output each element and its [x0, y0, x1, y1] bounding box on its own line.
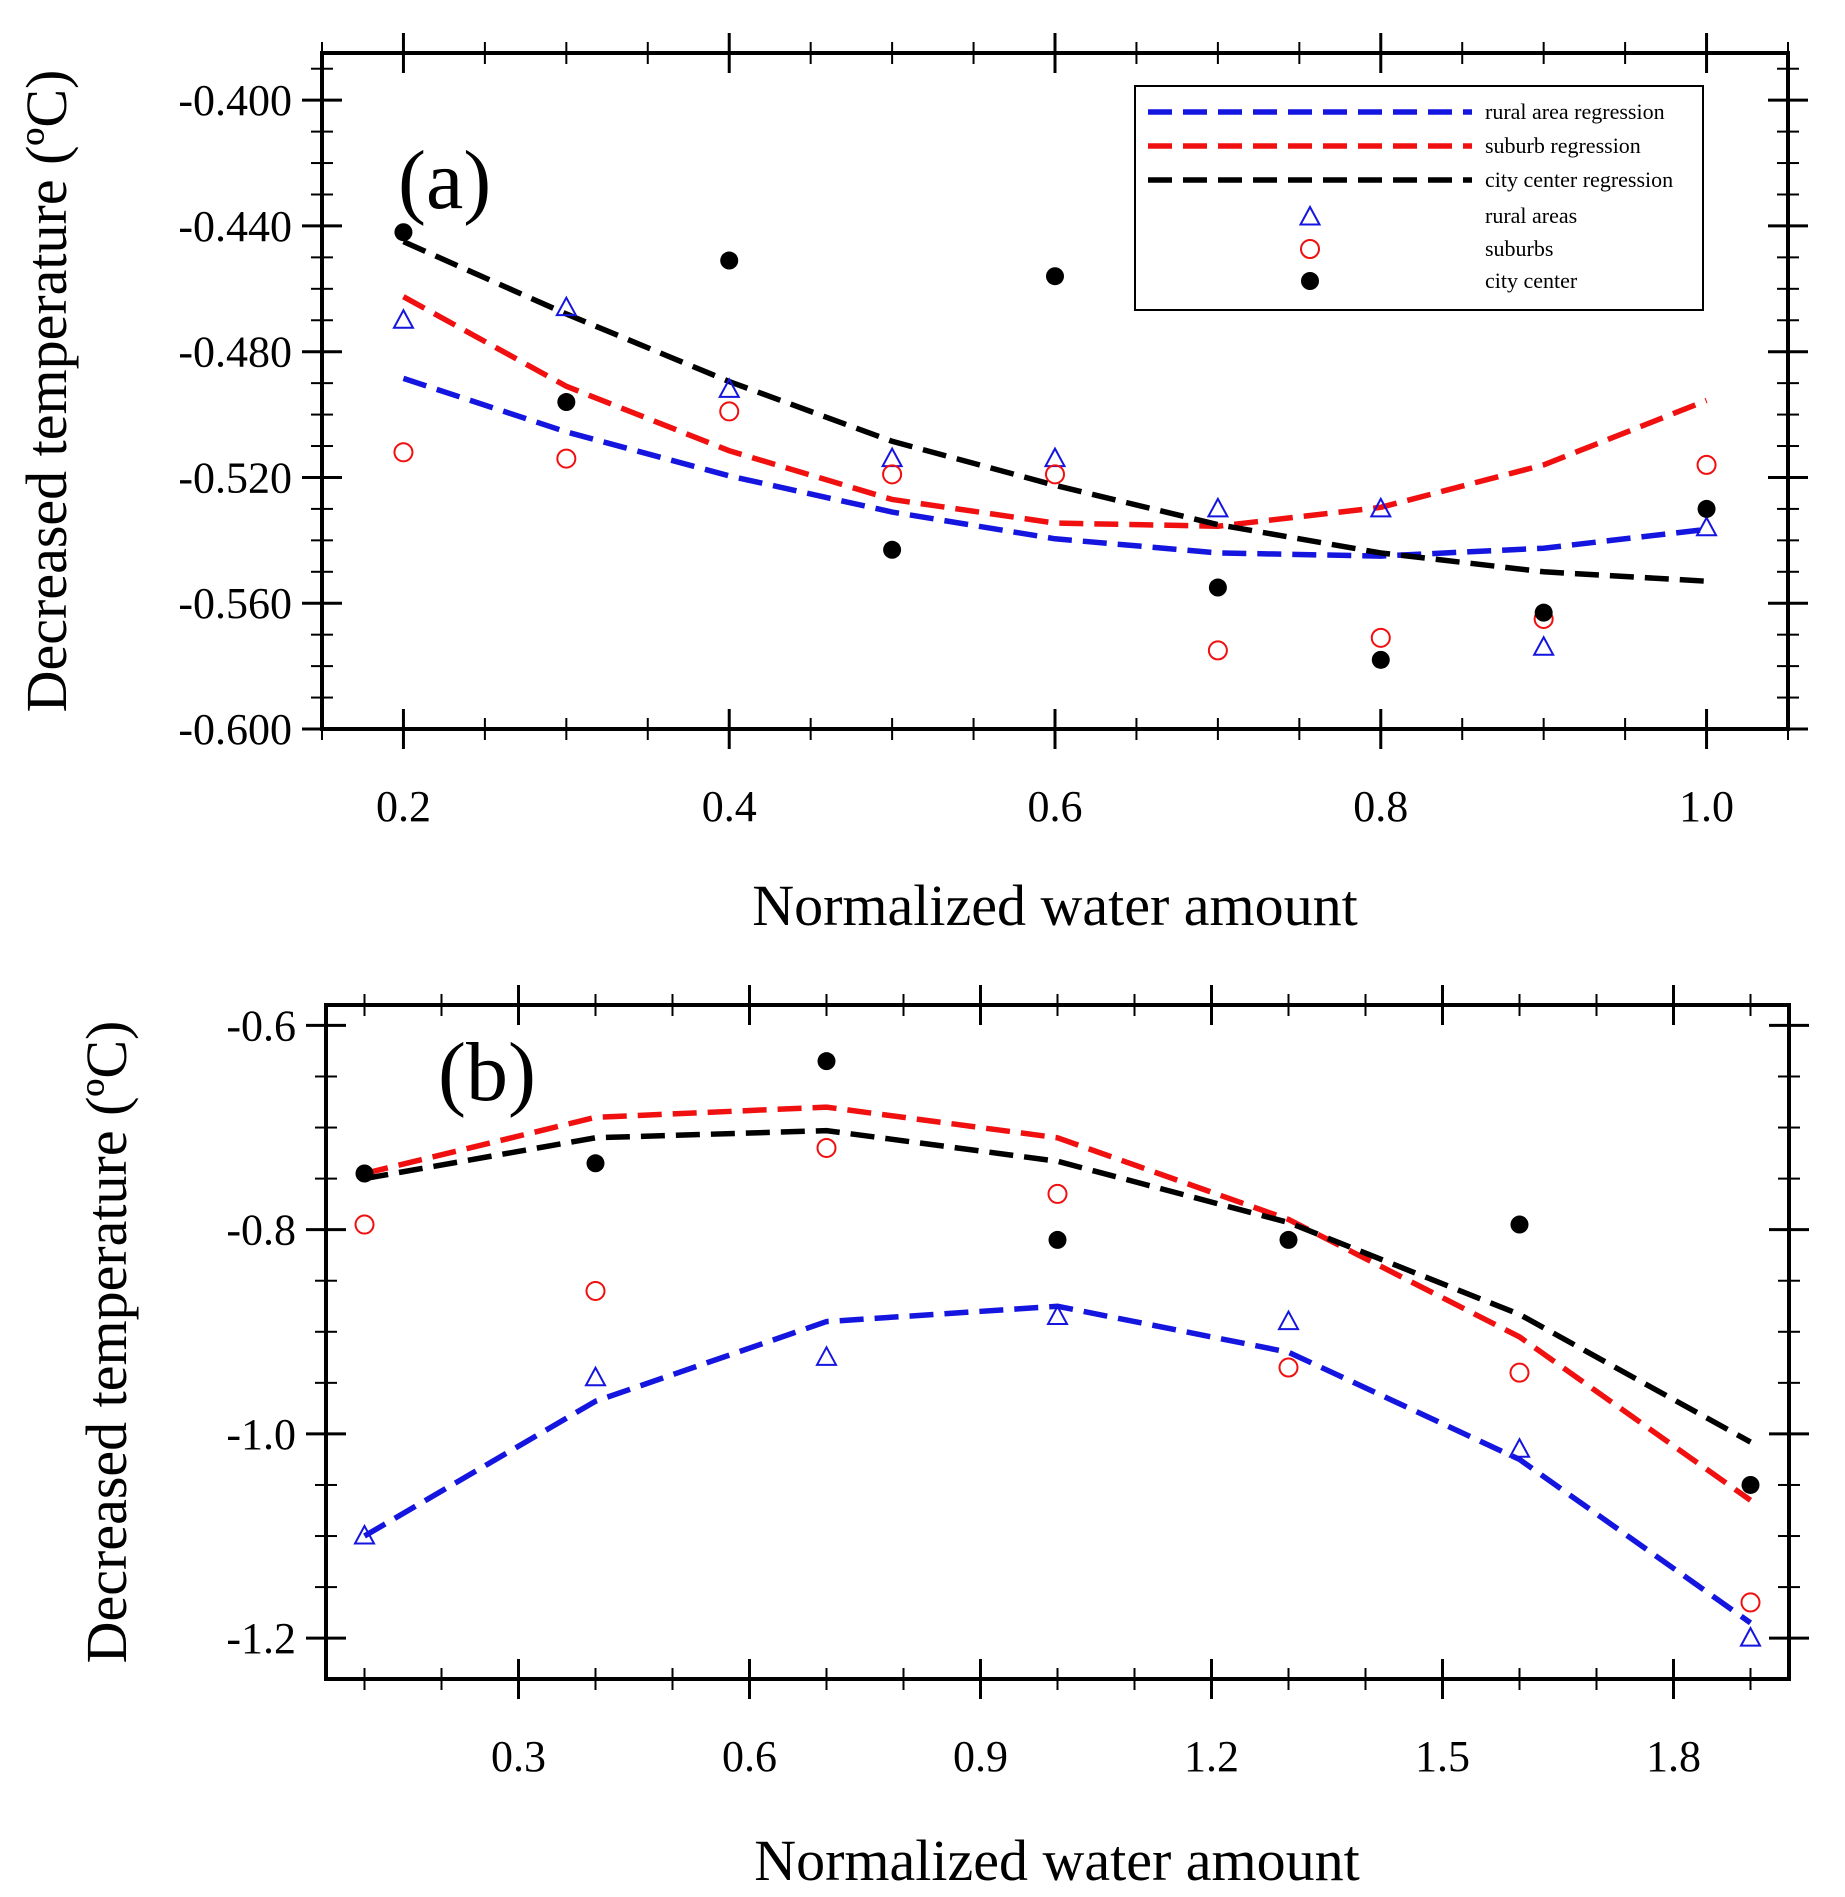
- x-tick-label: 1.8: [1646, 1732, 1701, 1781]
- city-center-regression-line: [402, 239, 1707, 584]
- suburbs-point: [882, 464, 903, 485]
- rural-areas-point: [1277, 1309, 1300, 1331]
- city-center-point: [355, 1164, 374, 1183]
- suburbs-point: [1045, 464, 1065, 485]
- rural-areas-point: [584, 1365, 607, 1387]
- rural-areas-point: [718, 377, 741, 398]
- y-axis-label-b: Decreased temperature (ºC): [74, 1021, 139, 1664]
- city-center-point: [586, 1154, 605, 1173]
- rural-areas-point: [815, 1345, 838, 1366]
- suburbs-point: [585, 1280, 606, 1301]
- legend: rural area regression suburb regression …: [1134, 85, 1704, 311]
- axis-ticks-a: 0.2 0.4 0.6 0.8 1.0 -0.600 -0.560 -0.520 -0.480 -…: [178, 33, 1808, 831]
- legend-label-suburb-regression: suburb regression: [1485, 133, 1641, 158]
- x-axis-label-b: Normalized water amount: [754, 1828, 1360, 1893]
- rural-areas-point: [1043, 446, 1067, 468]
- rural-areas-point: [1508, 1437, 1531, 1458]
- rural-areas-point: [880, 446, 904, 468]
- legend-marker-rural-areas: [1298, 204, 1322, 226]
- rural-areas-point: [1739, 1626, 1762, 1647]
- y-tick-label: -0.400: [178, 76, 292, 125]
- city-center-point: [883, 540, 902, 559]
- rural-areas-point: [1532, 635, 1555, 656]
- suburbs-point: [1047, 1183, 1068, 1204]
- plot-area-b: [353, 1052, 1762, 1647]
- x-tick-label: 1.2: [1184, 1732, 1239, 1781]
- suburbs-point: [1740, 1592, 1761, 1613]
- rural-areas-point: [1369, 496, 1392, 518]
- y-tick-label: -0.440: [178, 202, 292, 251]
- y-tick-label: -1.2: [226, 1614, 296, 1663]
- city-center-point: [394, 223, 413, 242]
- x-tick-label: 0.2: [376, 782, 431, 831]
- legend-marker-suburbs: [1300, 239, 1320, 259]
- suburb-regression-line: [363, 1104, 1753, 1503]
- city-center-point: [1534, 603, 1553, 622]
- city-center-point: [1046, 267, 1064, 286]
- legend-box: [1134, 85, 1704, 311]
- rural-areas-point: [1046, 1304, 1069, 1325]
- x-axis-label-a: Normalized water amount: [752, 873, 1358, 938]
- plot-area-a: [392, 223, 1718, 669]
- suburbs-point: [1207, 640, 1228, 661]
- y-tick-label: -0.520: [178, 453, 292, 502]
- y-tick-label: -0.600: [178, 705, 292, 754]
- city-center-point: [1741, 1475, 1760, 1494]
- panel-label-b: (b): [438, 1026, 536, 1119]
- y-tick-label: -0.6: [226, 1001, 296, 1050]
- rural-areas-point: [1695, 515, 1718, 537]
- suburbs-point: [393, 442, 414, 463]
- rural-areas-point: [353, 1523, 376, 1545]
- x-tick-label: 0.9: [953, 1732, 1008, 1781]
- x-tick-label: 1.0: [1679, 782, 1734, 831]
- city-center-regression-line: [364, 1127, 1752, 1445]
- legend-label-suburbs: suburbs: [1485, 236, 1553, 261]
- x-tick-label: 1.5: [1415, 1732, 1470, 1781]
- y-tick-label: -0.480: [178, 328, 292, 377]
- x-tick-label: 0.6: [722, 1732, 777, 1781]
- suburbs-point: [556, 448, 577, 469]
- y-tick-label: -1.0: [226, 1410, 296, 1459]
- axis-ticks-b: 0.3 0.6 0.9 1.2 1.5 1.8 -1.2 -1.0 -0.8 -0.6: [226, 985, 1809, 1781]
- panel-b: 0.3 0.6 0.9 1.2 1.5 1.8 -1.2 -1.0 -0.8 -0.6 (b) N…: [74, 985, 1809, 1893]
- suburbs-point: [1370, 627, 1391, 648]
- suburbs-point: [1509, 1362, 1530, 1383]
- city-center-point: [1371, 650, 1390, 669]
- city-center-point: [1208, 578, 1227, 597]
- y-tick-label: -0.8: [226, 1206, 296, 1255]
- x-tick-label: 0.4: [702, 782, 757, 831]
- suburb-regression-line: [402, 294, 1708, 529]
- rural-areas-point: [555, 295, 578, 317]
- legend-label-city-regression: city center regression: [1485, 167, 1673, 192]
- city-center-point: [1510, 1215, 1529, 1234]
- x-tick-label: 0.8: [1353, 782, 1408, 831]
- legend-label-rural-areas: rural areas: [1485, 203, 1577, 228]
- legend-markers: [1298, 204, 1322, 290]
- city-center-point: [1048, 1230, 1067, 1249]
- suburbs-point: [719, 401, 740, 422]
- legend-marker-city-center: [1301, 272, 1319, 290]
- city-center-point: [1279, 1230, 1298, 1249]
- y-axis-label-a: Decreased temperature (ºC): [14, 70, 79, 713]
- legend-label-city-center: city center: [1485, 268, 1578, 293]
- city-center-point: [557, 393, 576, 412]
- rural-areas-point: [392, 308, 415, 329]
- panel-label-a: (a): [398, 134, 491, 227]
- x-tick-label: 0.6: [1028, 782, 1083, 831]
- rural-area-regression-line: [402, 375, 1707, 559]
- panel-a: 0.2 0.4 0.6 0.8 1.0 -0.600 -0.560 -0.520 -0.480 -…: [14, 33, 1808, 938]
- x-tick-label: 0.3: [491, 1732, 546, 1781]
- suburbs-point: [354, 1214, 375, 1235]
- legend-label-rural-regression: rural area regression: [1485, 99, 1665, 124]
- city-center-point: [720, 251, 739, 270]
- suburbs-point: [1696, 454, 1717, 475]
- suburbs-point: [1278, 1357, 1299, 1378]
- city-center-point: [1697, 499, 1716, 518]
- rural-areas-point: [1206, 496, 1230, 518]
- suburbs-point: [816, 1137, 837, 1158]
- city-center-point: [817, 1052, 836, 1071]
- y-tick-label: -0.560: [178, 579, 292, 628]
